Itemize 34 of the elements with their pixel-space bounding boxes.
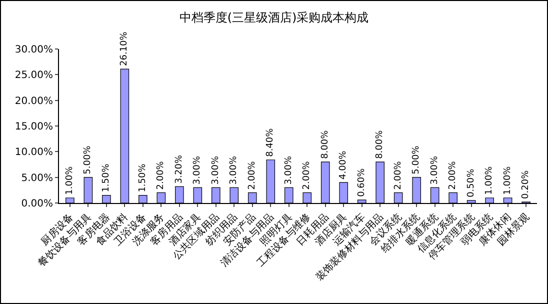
data-label: 1.50% <box>101 163 112 192</box>
y-tick-label: 20.00% <box>14 96 53 107</box>
y-tick-label: 15.00% <box>14 122 53 132</box>
data-label: 1.50% <box>138 163 148 192</box>
data-label: 8.00% <box>375 130 386 159</box>
data-label: 2.00% <box>302 160 312 190</box>
data-label: 2.00% <box>448 160 458 190</box>
y-tick-label: 10.00% <box>14 147 53 158</box>
y-tick-label: 5.00% <box>21 172 53 184</box>
data-label: 1.00% <box>484 166 495 195</box>
data-label: 0.20% <box>521 170 532 199</box>
data-label: 8.00% <box>320 130 330 159</box>
data-label: 2.00% <box>156 160 166 190</box>
data-label: 26.10% <box>120 31 130 66</box>
data-label: 2.00% <box>393 160 404 190</box>
data-label: 3.20% <box>174 154 184 184</box>
data-label: 1.00% <box>64 166 75 195</box>
data-label: 3.00% <box>430 156 440 185</box>
data-label: 5.00% <box>412 145 422 174</box>
data-label: 0.60% <box>356 168 367 197</box>
data-label: 8.40% <box>266 128 276 157</box>
data-label: 4.00% <box>338 150 349 180</box>
data-label: 3.00% <box>284 156 294 185</box>
y-tick-label: 0.00% <box>21 198 53 210</box>
data-label: 2.00% <box>247 160 258 190</box>
data-label: 3.00% <box>210 156 221 185</box>
data-label: 1.00% <box>502 166 513 195</box>
data-label: 5.00% <box>83 145 94 174</box>
data-label: 0.50% <box>466 168 476 198</box>
data-label: 3.00% <box>192 156 203 185</box>
y-tick-label: 30.00% <box>14 44 53 56</box>
y-tick-label: 25.00% <box>14 70 53 82</box>
chart-title: 中档季度(三星级酒店)采购成本构成 <box>179 10 369 24</box>
data-label: 3.00% <box>229 156 240 185</box>
